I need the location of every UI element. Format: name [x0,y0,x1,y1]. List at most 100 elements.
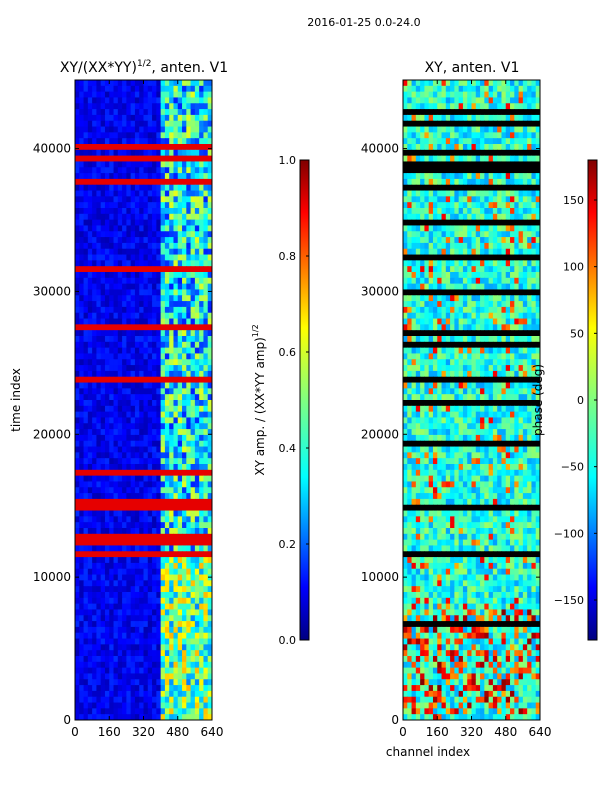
panel1-cell [122,400,127,407]
panel1-cell [199,178,205,186]
panel1-cell [143,580,149,587]
panel1-cell [75,592,80,599]
panel1-cell [139,324,145,331]
panel2-cell [441,120,447,128]
panel1-cell [186,237,192,244]
panel1-cell [156,138,162,145]
panel2-cell [437,178,443,186]
panel2-cell [432,237,438,244]
panel2-cell [411,324,417,331]
panel2-cell [432,155,438,163]
panel2-cell [403,80,408,87]
panel1-cell [122,248,127,256]
panel2-cell [510,254,515,261]
panel1-title-exponent: 1/2 [137,59,151,69]
panel1-cell [177,254,183,261]
panel1-cell [139,359,145,366]
panel2-cell [467,109,473,116]
panel1-cell [190,464,196,471]
panel1-cell [83,615,89,622]
panel1-cell [147,539,153,547]
panel2-cell [518,225,524,232]
panel1-cell [117,365,123,372]
panel1-cell [109,603,115,611]
panel1-cell [182,237,187,244]
panel1-cell [100,324,106,331]
panel1-cell [139,138,145,145]
panel1-cell [134,423,140,430]
panel1-cell [134,178,140,186]
panel1-cell [96,213,102,221]
panel1-cell [207,592,212,599]
panel1-cell [96,254,102,261]
panel2-cell [437,80,443,87]
panel1-cell [113,533,119,541]
panel2-cell [480,330,485,337]
panel1-cell [182,452,187,459]
panel1-cell [83,690,89,698]
panel2-cell [480,91,485,99]
panel2-cell [518,208,524,215]
panel1-cell [75,667,80,675]
panel1-cell [199,481,205,488]
panel1-cell [143,638,149,645]
panel1-cell [190,603,196,611]
panel1-cell [117,144,123,151]
panel2-cell [505,132,511,139]
y-tick-label: 30000 [33,284,71,298]
panel2-cell [522,330,528,337]
panel1-cell [186,632,192,640]
panel2-cell [415,260,421,267]
panel1-cell [79,545,85,552]
panel1-cell [117,213,123,221]
panel1-cell [143,574,149,581]
panel1-cell [177,103,183,110]
panel1-cell [117,138,123,145]
panel1-cell [203,306,209,314]
panel1-cell [130,312,136,320]
panel1-cell [160,708,166,715]
panel2-cell [432,312,438,320]
panel2-cell [432,173,438,180]
panel2-cell [488,80,494,87]
panel1-cell [113,306,119,314]
panel2-cell [411,80,417,87]
panel2-cell [475,283,481,291]
panel1-cell [113,469,119,477]
panel2-cell [471,301,477,308]
panel1-cell [147,516,153,523]
panel1-cell [164,359,170,366]
panel1-cell [186,475,192,483]
panel1-cell [104,272,110,279]
panel2-cell [411,242,417,250]
panel1-cell [169,306,175,314]
panel1-cell [152,97,157,104]
panel2-cell [471,190,477,197]
panel1-cell [152,295,157,302]
panel2-cell [432,324,438,331]
panel1-cell [194,132,200,139]
panel1-cell [152,341,157,349]
panel1-cell [147,359,153,366]
panel1-cell [169,615,175,622]
panel1-cell [109,347,115,355]
panel1-cell [207,318,212,325]
panel1-cell [87,306,93,314]
panel1-cell [79,213,85,221]
panel1-cell [152,458,157,465]
panel2-cell [505,283,511,291]
panel1-cell [186,120,192,128]
panel1-cell [109,382,115,389]
panel1-cell [134,452,140,459]
panel1-cell [177,621,183,628]
panel2-cell [488,173,494,180]
panel1-cell [147,493,153,500]
panel2-cell [501,120,507,128]
panel1-cell [79,208,85,215]
panel1-cell [164,440,170,448]
panel1-cell [79,272,85,279]
panel2-cell [492,295,498,302]
panel1-cell [100,469,106,477]
panel1-cell [113,592,119,599]
panel1-cell [143,464,149,471]
